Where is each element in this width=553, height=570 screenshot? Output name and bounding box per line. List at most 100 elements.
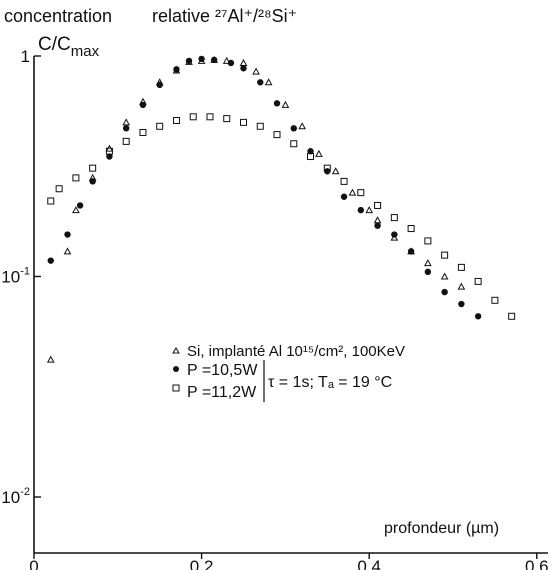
legend-label-10-5w: P =10,5W xyxy=(187,362,258,379)
triangle-data-point xyxy=(264,78,273,86)
circle-data-point xyxy=(357,206,365,214)
data-points xyxy=(46,55,516,363)
square-data-point xyxy=(457,263,465,271)
y-tick-label: 10-1 xyxy=(1,266,30,287)
square-data-point xyxy=(206,113,214,121)
triangle-data-point xyxy=(315,149,323,157)
triangle-data-point xyxy=(63,247,72,255)
square-data-point xyxy=(256,122,264,130)
square-data-point xyxy=(89,164,97,172)
triangle-data-point xyxy=(239,58,248,66)
triangle-data-point xyxy=(424,259,432,267)
triangle-data-point xyxy=(281,100,290,108)
square-data-point xyxy=(55,185,63,193)
triangle-data-point xyxy=(331,167,340,175)
x-tick-label: 0 xyxy=(29,557,38,570)
triangle-data-point xyxy=(72,206,80,214)
circle-data-point xyxy=(458,300,465,308)
triangle-data-point xyxy=(222,56,231,64)
triangle-data-point xyxy=(440,272,449,280)
x-tick-label: 0,6 xyxy=(525,557,549,570)
axis-ticks: 0 0,2 0,4 0,6 1 10-1 10-2 xyxy=(1,47,548,570)
circle-data-point xyxy=(407,248,415,255)
circle-data-point xyxy=(47,257,54,264)
circle-data-point xyxy=(64,231,71,238)
y-axis-label: C/Cmax xyxy=(38,34,100,60)
triangle-marker-icon xyxy=(172,347,180,354)
square-data-point xyxy=(491,296,499,304)
square-data-point xyxy=(47,197,55,205)
circle-data-point xyxy=(210,56,218,64)
circle-data-point xyxy=(156,81,163,89)
square-data-point xyxy=(290,140,298,148)
circle-data-point xyxy=(122,125,130,132)
square-data-point xyxy=(441,251,449,259)
circle-data-point xyxy=(76,202,84,209)
square-data-point xyxy=(223,115,231,123)
triangle-data-point xyxy=(122,118,131,126)
triangle-data-point xyxy=(390,233,399,241)
triangle-data-point xyxy=(457,282,466,290)
y-tick-label: 1 xyxy=(21,47,30,66)
square-data-point xyxy=(357,189,365,197)
circle-data-point xyxy=(106,153,113,160)
circle-data-point xyxy=(227,59,235,67)
circle-data-point xyxy=(340,193,348,200)
legend-item-implanted: Si, implanté Al 10¹⁵/cm², 100KeV xyxy=(172,343,405,360)
triangle-data-point xyxy=(298,122,307,130)
square-data-point xyxy=(407,225,415,233)
triangle-data-point xyxy=(373,216,382,224)
circle-data-point xyxy=(290,125,297,132)
square-data-point xyxy=(374,201,382,209)
x-tick-label: 0,4 xyxy=(357,557,381,570)
circle-data-point xyxy=(198,55,205,63)
square-data-point xyxy=(508,312,516,320)
square-data-point xyxy=(172,116,180,124)
square-data-point xyxy=(189,113,197,121)
legend-condition-text: τ = 1s; Tₐ = 19 °C xyxy=(268,374,392,391)
y-axis-label-main: C/C xyxy=(38,34,71,55)
square-data-point xyxy=(323,164,331,172)
square-data-point xyxy=(340,177,348,185)
square-data-point xyxy=(307,153,315,161)
triangle-data-point xyxy=(348,188,357,196)
circle-data-point xyxy=(273,100,281,107)
circle-data-point xyxy=(185,57,193,65)
square-data-point xyxy=(240,118,247,126)
chart-title: concentration xyxy=(4,6,112,26)
y-tick-label: 10-2 xyxy=(1,486,30,507)
circle-data-point xyxy=(441,288,448,296)
square-data-point xyxy=(105,147,113,155)
square-data-point xyxy=(122,137,130,145)
legend-label-implanted: Si, implanté Al 10¹⁵/cm², 100KeV xyxy=(187,343,405,360)
circle-data-point xyxy=(391,231,398,238)
circle-data-point xyxy=(474,313,482,320)
square-data-point xyxy=(139,128,147,136)
circle-data-point xyxy=(374,222,381,229)
triangle-data-point xyxy=(46,355,55,363)
filled-circle-marker-icon xyxy=(173,366,179,372)
circle-data-point xyxy=(240,65,247,72)
circle-data-point xyxy=(89,178,96,185)
y-axis-label-subscript: max xyxy=(71,43,100,60)
chart-subtitle: relative ²⁷Al⁺/²⁸Si⁺ xyxy=(152,6,297,26)
circle-data-point xyxy=(424,268,432,276)
square-data-point xyxy=(390,214,398,222)
circle-data-point xyxy=(139,101,147,109)
square-data-point xyxy=(474,277,482,285)
open-square-marker-icon xyxy=(172,384,180,392)
triangle-data-point xyxy=(365,206,374,214)
legend-item-11-2w: P =11,2W xyxy=(172,384,257,401)
x-axis-label: profondeur (µm) xyxy=(384,520,499,537)
legend: Si, implanté Al 10¹⁵/cm², 100KeV P =10,5… xyxy=(172,343,405,402)
square-data-point xyxy=(273,131,281,139)
circle-data-point xyxy=(307,148,314,155)
circle-data-point xyxy=(257,79,264,86)
square-data-point xyxy=(156,122,164,130)
circle-data-point xyxy=(173,66,180,73)
square-data-point xyxy=(72,174,80,182)
legend-item-10-5w: P =10,5W xyxy=(173,362,258,379)
legend-label-11-2w: P =11,2W xyxy=(187,384,257,401)
triangle-data-point xyxy=(252,67,260,75)
